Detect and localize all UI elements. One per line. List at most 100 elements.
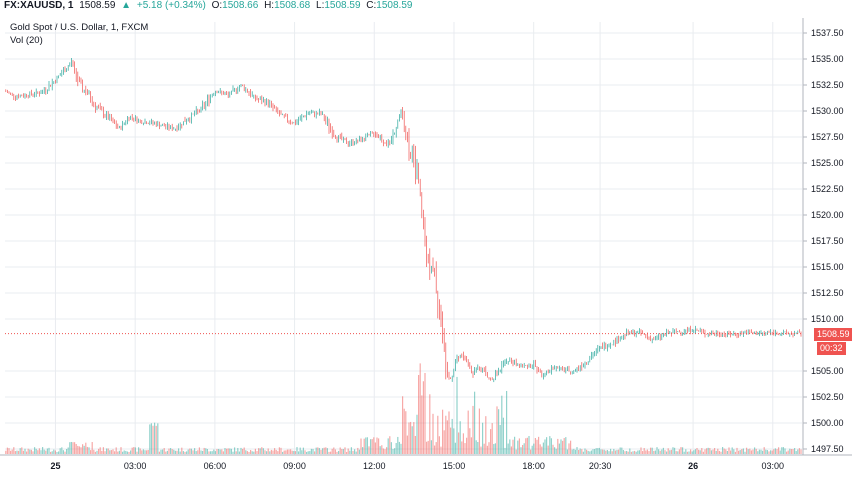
volume-bar-233 <box>378 438 380 454</box>
y-tick-label-5: 1525.00 <box>811 158 844 168</box>
volume-bar-263 <box>426 441 428 454</box>
volume-bar-376 <box>606 450 608 454</box>
volume-bar-102 <box>168 448 170 454</box>
volume-bar-335 <box>541 446 543 454</box>
countdown-tag: 00:32 <box>817 342 846 355</box>
volume-bar-89 <box>147 449 149 454</box>
volume-indicator-label[interactable]: Vol (20) <box>10 35 43 46</box>
volume-bar-325 <box>525 438 527 454</box>
volume-bar-362 <box>584 448 586 454</box>
volume-bar-277 <box>448 411 450 454</box>
volume-bar-445 <box>717 448 719 454</box>
last-price-tag: 1508.59 <box>814 328 852 341</box>
volume-bar-71 <box>118 450 120 454</box>
volume-bar-389 <box>627 451 629 454</box>
volume-bar-338 <box>546 437 548 454</box>
volume-bar-271 <box>438 436 440 454</box>
volume-bar-76 <box>126 451 128 454</box>
volume-bar-359 <box>579 448 581 454</box>
y-tick-label-11: 1510.00 <box>811 314 844 324</box>
volume-bar-109 <box>179 451 181 454</box>
volume-bar-21 <box>38 448 40 454</box>
volume-bar-264 <box>427 440 429 454</box>
volume-bar-212 <box>344 447 346 454</box>
volume-bar-165 <box>269 451 271 454</box>
volume-bar-226 <box>366 437 368 454</box>
volume-bar-136 <box>222 451 224 454</box>
volume-bar-138 <box>226 448 228 454</box>
volume-bar-33 <box>58 451 60 454</box>
volume-bar-186 <box>302 447 304 454</box>
volume-bar-472 <box>760 449 762 454</box>
volume-bar-347 <box>560 439 562 454</box>
volume-bar-83 <box>138 447 140 454</box>
volume-bar-204 <box>331 448 333 454</box>
volume-bar-5 <box>13 447 15 454</box>
symbol-label[interactable]: FX:XAUUSD, 1 <box>4 0 74 11</box>
volume-bar-185 <box>301 450 303 454</box>
volume-bar-78 <box>130 450 132 454</box>
volume-bar-416 <box>670 449 672 454</box>
volume-bar-433 <box>698 449 700 454</box>
volume-bar-427 <box>688 451 690 454</box>
volume-bar-387 <box>624 451 626 454</box>
volume-bar-399 <box>643 448 645 454</box>
volume-bar-450 <box>725 449 727 454</box>
volume-bar-483 <box>778 447 780 454</box>
volume-bar-187 <box>304 450 306 454</box>
volume-bar-144 <box>235 451 237 454</box>
volume-bar-420 <box>677 451 679 454</box>
volume-bar-395 <box>637 450 639 454</box>
volume-bar-324 <box>523 443 525 454</box>
volume-bar-129 <box>211 451 213 454</box>
volume-bar-261 <box>422 381 424 454</box>
volume-bar-7 <box>16 450 18 454</box>
volume-bar-256 <box>414 435 416 454</box>
volume-bar-290 <box>469 428 471 454</box>
volume-bar-235 <box>381 445 383 454</box>
volume-bar-125 <box>205 448 207 454</box>
volume-bar-462 <box>744 451 746 454</box>
volume-bar-466 <box>750 450 752 454</box>
volume-bar-315 <box>509 439 511 454</box>
volume-bar-60 <box>101 450 103 454</box>
volume-bar-289 <box>467 410 469 454</box>
volume-bar-8 <box>18 450 20 454</box>
volume-bar-140 <box>229 448 231 454</box>
volume-bar-344 <box>555 448 557 454</box>
volume-bar-422 <box>680 447 682 454</box>
volume-bar-476 <box>766 450 768 454</box>
volume-bar-93 <box>154 422 156 454</box>
volume-bar-110 <box>181 447 183 454</box>
volume-bar-68 <box>114 451 116 454</box>
volume-bar-43 <box>74 442 76 454</box>
volume-bar-400 <box>645 450 647 454</box>
volume-bar-114 <box>187 449 189 454</box>
volume-bar-34 <box>59 448 61 454</box>
volume-bar-67 <box>112 449 114 454</box>
volume-bar-174 <box>283 450 285 454</box>
volume-bar-479 <box>771 450 773 454</box>
volume-bar-229 <box>371 439 373 454</box>
volume-bar-87 <box>144 450 146 454</box>
volume-bar-152 <box>248 451 250 454</box>
volume-bar-232 <box>376 437 378 454</box>
volume-bar-402 <box>648 451 650 454</box>
chart-title[interactable]: Gold Spot / U.S. Dollar, 1, FXCM <box>10 22 149 33</box>
x-tick-label-3: 09:00 <box>283 461 306 471</box>
y-tick-label-14: 1500.00 <box>811 418 844 428</box>
volume-bar-278 <box>450 427 452 454</box>
volume-bar-253 <box>410 421 412 454</box>
volume-bar-275 <box>445 415 447 454</box>
volume-bar-348 <box>562 440 564 454</box>
grid-layer <box>5 22 802 455</box>
volume-bar-408 <box>658 449 660 454</box>
volume-bar-201 <box>326 448 328 454</box>
volume-bar-121 <box>198 447 200 454</box>
volume-bar-329 <box>531 445 533 454</box>
volume-bar-310 <box>501 395 503 454</box>
volume-bar-285 <box>461 441 463 454</box>
volume-bar-468 <box>754 447 756 454</box>
